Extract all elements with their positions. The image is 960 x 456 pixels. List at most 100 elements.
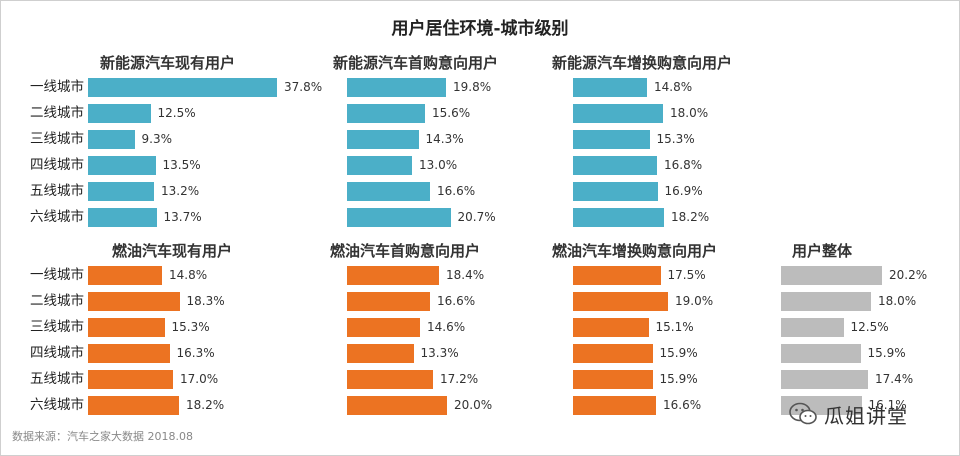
value-label: 18.0% — [878, 294, 917, 308]
bar — [347, 156, 412, 175]
value-label: 14.8% — [169, 268, 208, 282]
panel-title: 新能源汽车增换购意向用户 — [552, 54, 733, 72]
value-label: 12.5% — [157, 106, 196, 120]
bar — [88, 344, 170, 363]
bar — [347, 182, 430, 201]
value-label: 13.0% — [419, 158, 458, 172]
panel-title: 新能源汽车现有用户 — [100, 54, 236, 72]
bar — [347, 208, 451, 227]
bar — [88, 130, 135, 149]
wechat-icon — [789, 402, 817, 425]
bar — [573, 396, 656, 415]
panel-title: 用户整体 — [792, 242, 853, 260]
bar — [573, 208, 664, 227]
value-label: 18.2% — [186, 398, 225, 412]
value-label: 15.9% — [867, 346, 906, 360]
bar — [88, 318, 165, 337]
value-label: 14.3% — [425, 132, 464, 146]
value-label: 15.1% — [655, 320, 694, 334]
bar — [88, 182, 154, 201]
bar — [573, 292, 668, 311]
bar — [781, 370, 868, 389]
bar — [88, 156, 156, 175]
bar — [347, 130, 419, 149]
value-label: 18.2% — [671, 210, 710, 224]
bar — [573, 104, 663, 123]
value-label: 16.8% — [664, 158, 703, 172]
watermark: 瓜姐讲堂 — [788, 400, 908, 428]
category-label: 五线城市 — [30, 371, 84, 387]
bar — [347, 318, 420, 337]
value-label: 20.2% — [889, 268, 928, 282]
bar — [88, 292, 180, 311]
value-label: 16.6% — [437, 184, 476, 198]
bar — [347, 370, 433, 389]
bar — [573, 370, 653, 389]
chart-title: 用户居住环境-城市级别 — [391, 19, 569, 39]
value-label: 9.3% — [141, 132, 173, 146]
source-note: 数据来源：汽车之家大数据 2018.08 — [12, 430, 193, 443]
bar — [347, 344, 414, 363]
bar — [88, 266, 162, 285]
category-label: 一线城市 — [30, 267, 84, 283]
value-label: 18.4% — [446, 268, 485, 282]
value-label: 17.2% — [440, 372, 479, 386]
bar — [573, 266, 661, 285]
value-label: 17.4% — [875, 372, 914, 386]
category-label: 三线城市 — [30, 131, 84, 147]
value-label: 37.8% — [284, 80, 323, 94]
value-label: 16.3% — [176, 346, 215, 360]
value-label: 15.9% — [659, 346, 698, 360]
value-label: 15.3% — [171, 320, 210, 334]
value-label: 14.6% — [427, 320, 466, 334]
bar — [781, 292, 871, 311]
value-label: 16.1% — [868, 398, 907, 412]
bar — [88, 396, 179, 415]
value-label: 17.5% — [667, 268, 706, 282]
value-label: 13.3% — [420, 346, 459, 360]
bar — [573, 182, 658, 201]
panel-title: 新能源汽车首购意向用户 — [333, 54, 499, 72]
value-label: 14.8% — [654, 80, 693, 94]
panel-title: 燃油汽车增换购意向用户 — [552, 242, 718, 260]
bar — [347, 396, 447, 415]
bar — [781, 344, 861, 363]
bar — [347, 266, 439, 285]
bar — [88, 104, 151, 123]
value-label: 18.0% — [670, 106, 709, 120]
bar — [573, 130, 650, 149]
category-label: 二线城市 — [30, 293, 84, 309]
category-label: 四线城市 — [30, 345, 84, 361]
watermark-text: 瓜姐讲堂 — [824, 403, 908, 428]
bar — [573, 78, 647, 97]
category-label: 三线城市 — [30, 319, 84, 335]
value-label: 13.2% — [161, 184, 200, 198]
value-label: 13.5% — [162, 158, 201, 172]
category-label: 五线城市 — [30, 183, 84, 199]
value-label: 15.6% — [432, 106, 471, 120]
bar — [347, 292, 430, 311]
value-label: 13.7% — [163, 210, 202, 224]
value-label: 16.9% — [664, 184, 703, 198]
bar — [781, 396, 862, 415]
bar — [347, 78, 446, 97]
category-label: 一线城市 — [30, 79, 84, 95]
category-label: 六线城市 — [30, 209, 84, 225]
value-label: 16.6% — [663, 398, 702, 412]
panel-title: 燃油汽车首购意向用户 — [330, 242, 481, 260]
value-label: 20.7% — [457, 210, 496, 224]
value-label: 17.0% — [180, 372, 219, 386]
bar — [781, 266, 882, 285]
category-label: 四线城市 — [30, 157, 84, 173]
panel-title: 燃油汽车现有用户 — [112, 242, 233, 260]
bar — [88, 208, 157, 227]
value-label: 15.9% — [659, 372, 698, 386]
bar — [573, 318, 649, 337]
category-label: 二线城市 — [30, 105, 84, 121]
value-label: 20.0% — [454, 398, 493, 412]
bar — [347, 104, 425, 123]
category-label: 六线城市 — [30, 397, 84, 413]
bar — [88, 78, 277, 97]
bar — [573, 156, 657, 175]
value-label: 16.6% — [437, 294, 476, 308]
